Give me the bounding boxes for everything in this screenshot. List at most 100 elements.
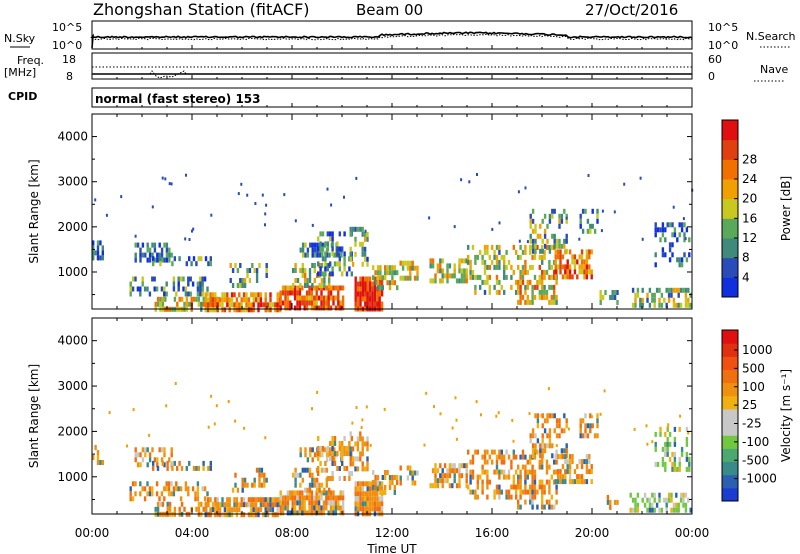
scatter-cell [381,490,384,495]
scatter-cell [139,252,142,258]
scatter-cell [465,463,468,469]
scatter-cell [604,290,607,295]
scatter-cell [545,294,549,300]
scatter-cell [585,259,589,265]
scatter-cell [672,502,676,508]
colorbar-tick-label: 4 [742,270,750,284]
scatter-cell [646,297,649,303]
scatter-cell [564,474,567,480]
scatter-cell [554,479,557,485]
scatter-cell [553,479,556,485]
scatter-cell [366,461,369,467]
scatter-cell [318,452,322,458]
scatter-cell [568,264,572,270]
scatter-cell [313,252,317,258]
scatter-point [361,418,364,422]
scatter-cell [255,467,259,473]
scatter-cell [378,281,381,287]
scatter-cell [589,413,592,419]
scatter-cell [354,296,357,302]
colorbar-swatch [722,218,738,239]
scatter-cell [560,243,564,249]
scatter-cell [317,471,320,476]
scatter-cell [183,301,186,307]
scatter-cell [308,268,312,273]
scatter-cell [254,512,258,518]
scatter-cell [658,302,661,308]
scatter-cell [469,264,472,270]
scatter-cell [563,428,566,434]
scatter-cell [376,501,379,507]
scatter-cell [561,454,565,460]
scatter-cell [308,300,311,306]
scatter-cell [596,218,599,224]
scatter-cell [279,490,282,496]
scatter-cell [329,495,333,501]
scatter-cell [168,457,171,463]
scatter-cell [399,465,402,471]
scatter-cell [585,469,589,475]
scatter-cell [391,475,394,480]
scatter-cell [458,263,461,269]
scatter-cell [609,504,612,510]
scatter-cell [326,231,329,237]
scatter-cell [503,474,506,480]
scatter-cell [543,284,546,290]
scatter-cell [651,297,654,303]
scatter-cell [371,496,374,502]
scatter-cell [327,490,330,496]
scatter-cell [401,275,405,281]
scatter-cell [550,244,553,250]
scatter-cell [684,292,688,298]
scatter-cell [327,295,330,301]
scatter-cell [286,285,290,291]
scatter-cell [166,460,169,466]
scatter-cell [308,285,311,291]
scatter-cell [521,294,525,300]
scatter-cell [298,490,302,496]
scatter-cell [439,478,442,484]
scatter-cell [589,223,592,229]
scatter-cell [386,470,389,475]
scatter-cell [262,497,265,503]
scatter-cell [329,305,333,311]
scatter-cell [515,289,518,295]
scatter-cell [361,506,365,512]
scatter-cell [554,254,557,260]
scatter-cell [341,500,345,506]
scatter-cell [586,218,590,224]
scatter-cell [596,418,599,424]
scatter-cell [495,289,499,295]
scatter-cell [250,507,253,513]
scatter-cell [486,479,489,485]
scatter-cell [601,295,605,300]
scatter-cell [507,454,511,460]
scatter-cell [165,242,169,248]
scatter-point [184,237,187,241]
scatter-cell [380,291,384,297]
scatter-cell [144,447,147,453]
scatter-cell [583,259,586,265]
scatter-cell [568,469,572,475]
scatter-cell [554,259,557,265]
scatter-cell [368,496,372,502]
scatter-cell [274,307,277,313]
scatter-cell [463,463,466,469]
scatter-cell [356,281,360,287]
scatter-cell [507,494,511,500]
scatter-cell [551,213,554,219]
scatter-cell [336,251,339,257]
scatter-cell [541,289,544,295]
scatter-cell [264,292,267,298]
scatter-cell [188,301,191,307]
scatter-cell [204,256,208,262]
scatter-cell [538,459,541,465]
scatter-cell [200,256,203,262]
scatter-cell [317,490,321,496]
scatter-cell [661,252,665,258]
scatter-cell [465,278,468,284]
scatter-cell [101,255,104,261]
scatter-cell [458,278,461,284]
scatter-cell [325,285,328,291]
